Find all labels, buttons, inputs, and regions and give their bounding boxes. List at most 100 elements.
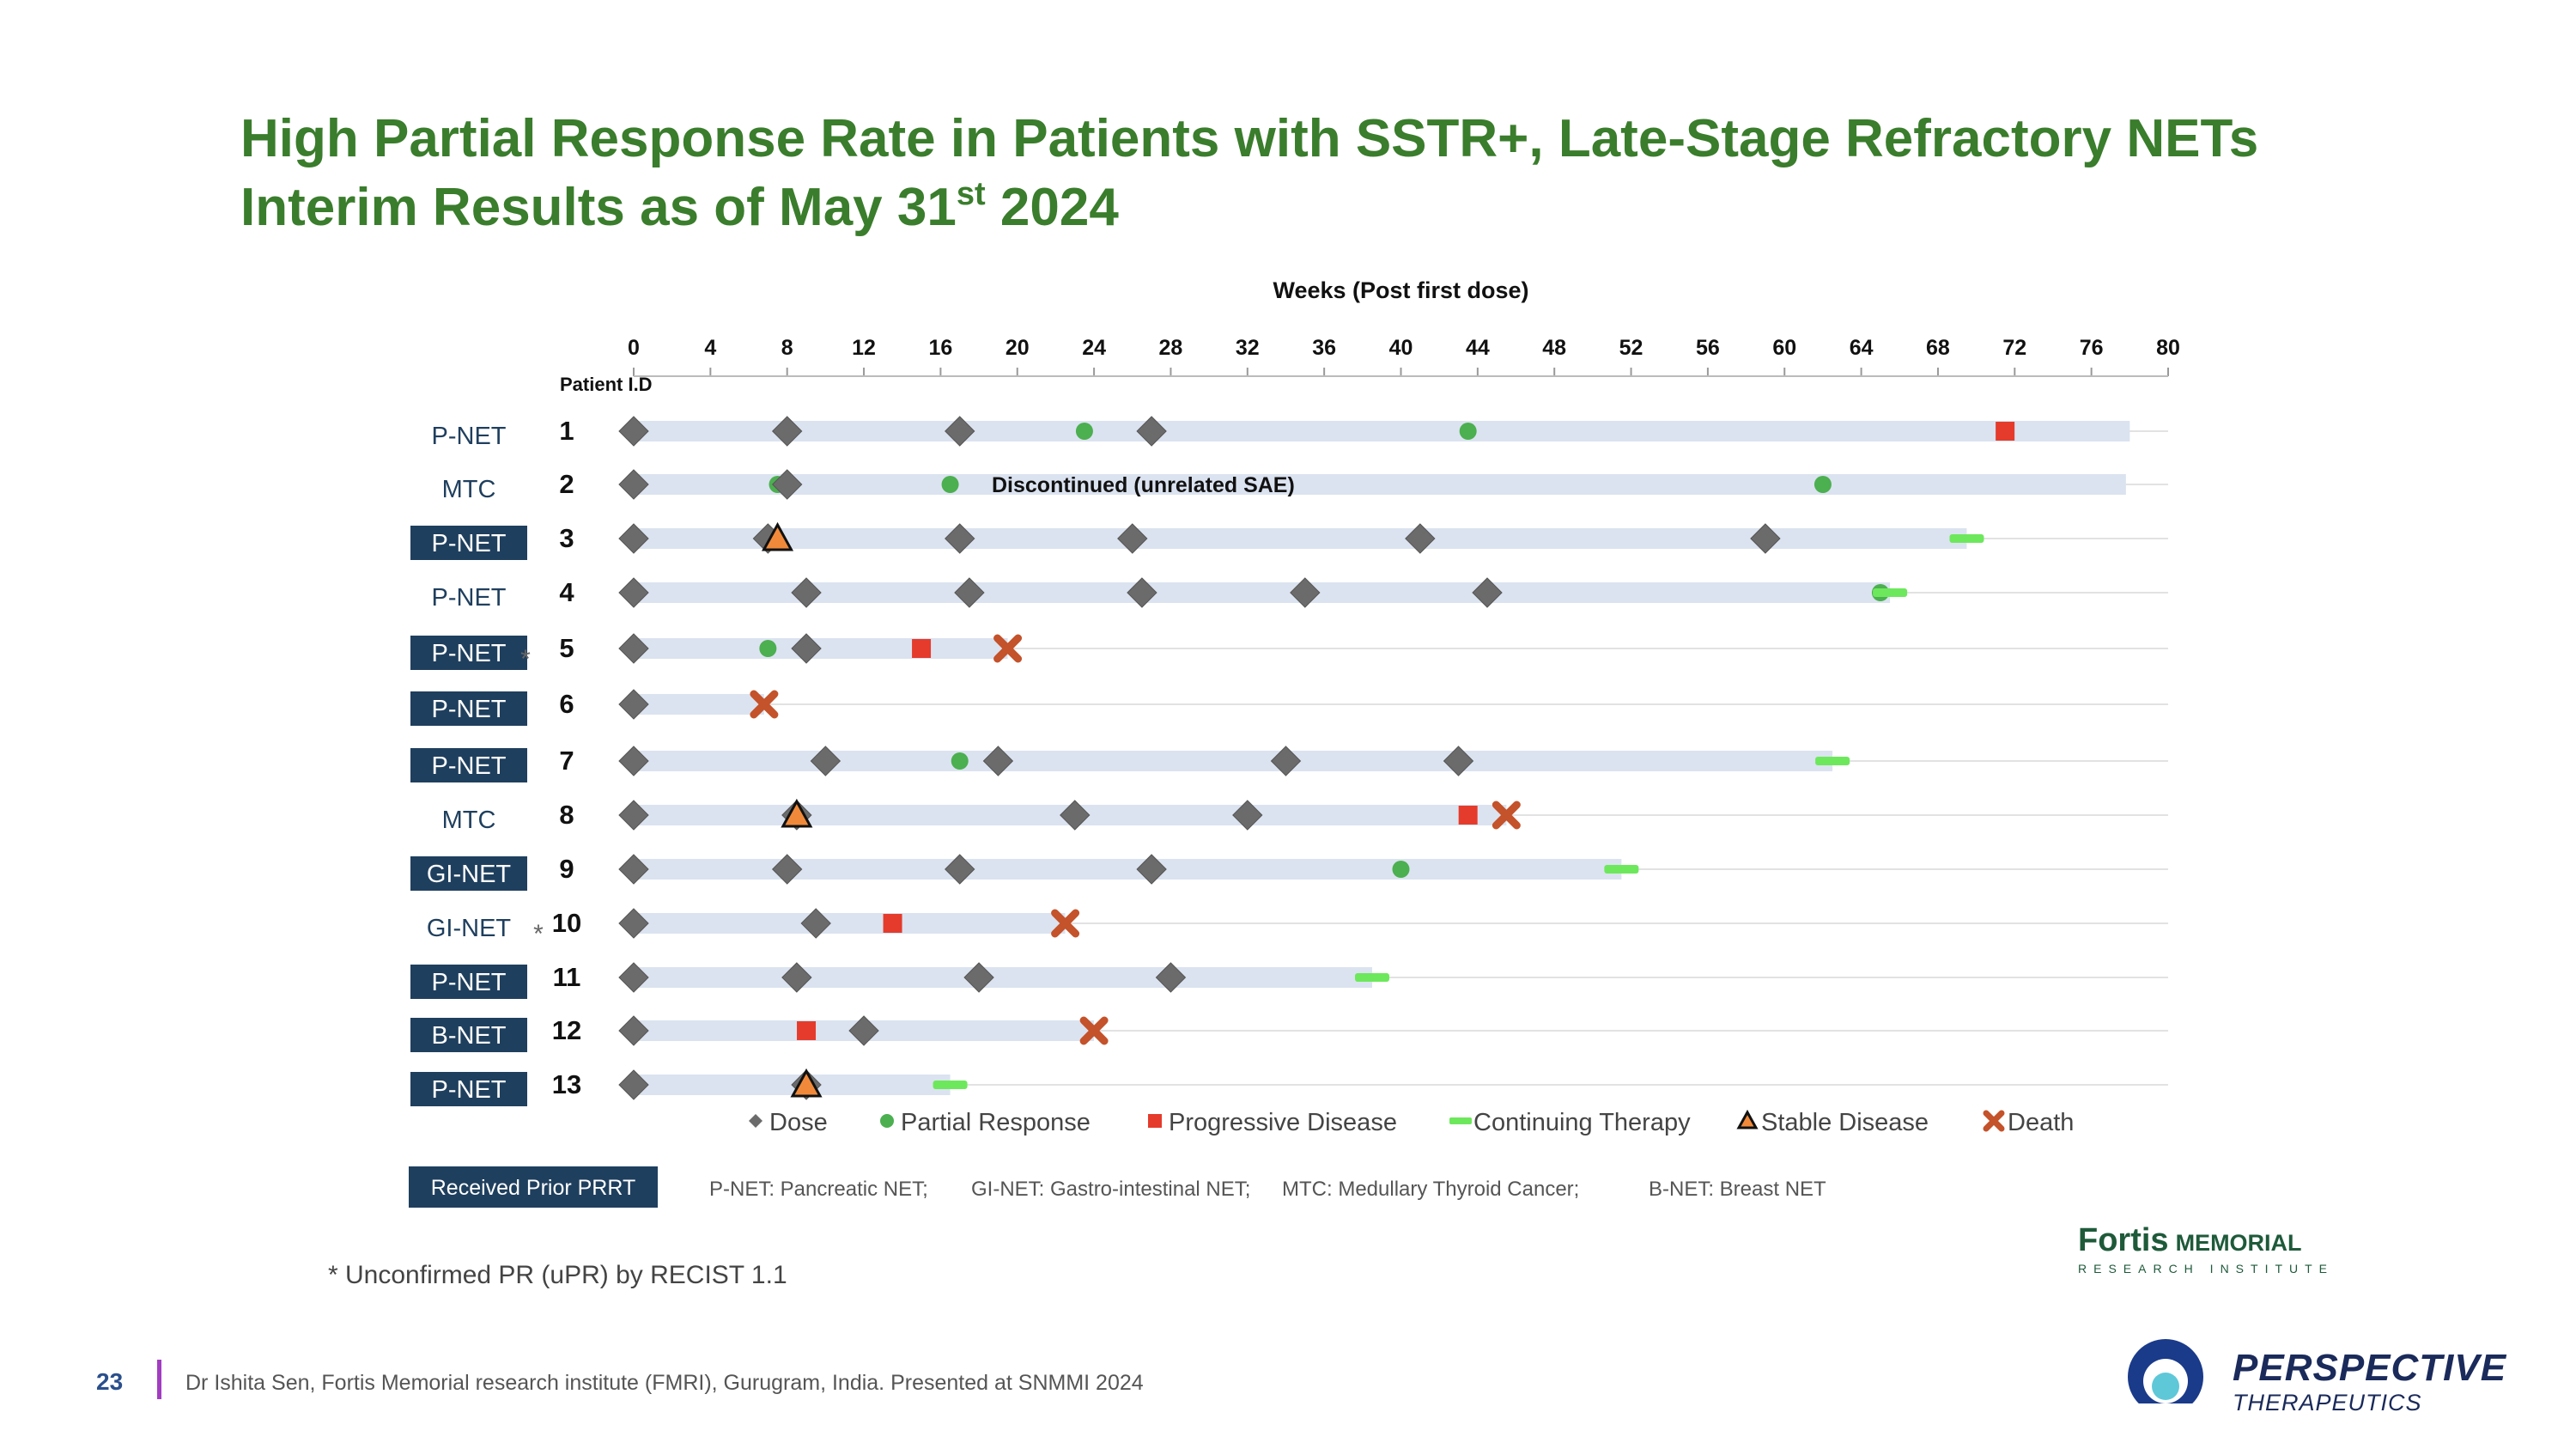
patient-id: 10	[552, 908, 581, 938]
dose-marker	[618, 469, 649, 500]
legend-label: Dose	[769, 1109, 828, 1136]
death-marker	[1079, 1016, 1109, 1045]
x-tick-label: 0	[628, 336, 640, 360]
progressive-disease-marker	[1996, 422, 2015, 441]
legend-dose-symbol	[749, 1114, 762, 1128]
dose-marker	[618, 854, 649, 885]
unconfirmed-asterisk: *	[533, 920, 544, 948]
prior-prrt-box	[410, 1018, 527, 1052]
dose-marker	[618, 633, 649, 664]
partial-response-marker	[941, 476, 959, 493]
dose-marker	[618, 689, 649, 720]
patient-type-label: P-NET	[432, 696, 507, 723]
dose-marker	[982, 746, 1014, 776]
dose-marker	[771, 416, 803, 447]
dose-marker	[618, 800, 649, 831]
dose-marker	[954, 577, 985, 608]
legend-label: Partial Response	[901, 1109, 1091, 1136]
legend-label: Stable Disease	[1761, 1109, 1929, 1136]
dose-marker	[810, 746, 841, 776]
x-tick-label: 40	[1389, 336, 1413, 360]
dose-marker	[1472, 577, 1503, 608]
footer-divider	[157, 1360, 161, 1399]
prior-prrt-box	[410, 636, 527, 670]
x-tick-label: 80	[2156, 336, 2180, 360]
footer-citation: Dr Ishita Sen, Fortis Memorial research …	[185, 1371, 1144, 1395]
continuing-therapy-marker	[1873, 588, 1908, 597]
patient-id: 3	[559, 523, 574, 553]
dose-marker	[848, 1015, 879, 1046]
dose-marker	[791, 577, 822, 608]
dose-marker	[945, 854, 975, 885]
dose-marker	[1405, 523, 1436, 554]
patient-id: 13	[552, 1069, 581, 1099]
patient-id: 1	[559, 416, 574, 446]
perspective-logo-icon	[2128, 1339, 2203, 1424]
stable-disease-marker	[790, 1068, 823, 1098]
patient-id: 12	[552, 1015, 581, 1045]
patient-type-label: P-NET	[432, 1076, 507, 1104]
unconfirmed-asterisk: *	[520, 645, 531, 673]
x-tick-label: 20	[1005, 336, 1030, 360]
dose-marker	[618, 1015, 649, 1046]
dose-marker	[945, 523, 975, 554]
patient-id: 9	[559, 854, 574, 884]
dose-marker	[963, 962, 994, 993]
dose-marker	[1155, 962, 1187, 993]
continuing-therapy-marker	[1815, 757, 1850, 765]
progressive-disease-marker	[797, 1021, 817, 1040]
x-tick-label: 8	[781, 336, 793, 360]
partial-response-marker	[951, 752, 969, 770]
dose-marker	[945, 416, 975, 447]
x-tick-label: 68	[1926, 336, 1950, 360]
x-tick-label: 4	[704, 336, 716, 360]
death-marker	[1051, 909, 1080, 938]
dose-marker	[618, 908, 649, 939]
x-tick-label: 52	[1619, 336, 1643, 360]
prior-prrt-box	[410, 526, 527, 560]
patient-bar	[634, 528, 1967, 549]
abbreviation-label: B-NET: Breast NET	[1649, 1178, 1826, 1201]
patient-type-label: P-NET	[432, 752, 507, 780]
legend-partial-response-symbol	[880, 1114, 894, 1128]
prior-prrt-box	[410, 748, 527, 782]
patient-type-label: B-NET	[432, 1022, 507, 1050]
abbreviation-label: GI-NET: Gastro-intestinal NET;	[971, 1178, 1250, 1201]
prior-prrt-box	[410, 691, 527, 726]
dose-marker	[618, 523, 649, 554]
dose-marker	[791, 633, 822, 664]
prior-prrt-box	[410, 856, 527, 891]
company-name: PERSPECTIVE	[2233, 1347, 2507, 1389]
title-line-2: Interim Results as of May 31	[240, 178, 957, 237]
dose-marker	[618, 416, 649, 447]
x-tick-label: 60	[1772, 336, 1796, 360]
x-tick-label: 72	[2002, 336, 2026, 360]
abbreviation-label: P-NET: Pancreatic NET;	[709, 1178, 928, 1201]
legend-continuing-symbol	[1449, 1117, 1472, 1124]
dose-marker	[1232, 800, 1263, 831]
patient-type-label: P-NET	[432, 969, 507, 996]
dose-marker	[1136, 854, 1167, 885]
progressive-disease-marker	[883, 914, 902, 933]
title-line-1: High Partial Response Rate in Patients w…	[240, 109, 2259, 168]
legend-progressive-symbol	[1148, 1114, 1162, 1128]
fortis-logo-main: Fortis	[2078, 1222, 2169, 1258]
dose-marker	[800, 908, 831, 939]
partial-response-marker	[1459, 423, 1477, 440]
company-subtitle: THERAPEUTICS	[2233, 1390, 2422, 1416]
patient-type-label: MTC	[442, 807, 496, 834]
dose-marker	[1127, 577, 1157, 608]
x-tick-label: 16	[928, 336, 952, 360]
abbreviation-label: MTC: Medullary Thyroid Cancer;	[1282, 1178, 1579, 1201]
x-tick-label: 76	[2080, 336, 2104, 360]
slide-title: High Partial Response Rate in Patients w…	[240, 105, 2258, 242]
title-line-2-year: 2024	[985, 178, 1119, 237]
row-annotation: Discontinued (unrelated SAE)	[992, 473, 1295, 497]
patient-id: 7	[559, 746, 574, 776]
continuing-therapy-marker	[1604, 865, 1639, 874]
partial-response-marker	[1075, 423, 1093, 440]
dose-marker	[618, 962, 649, 993]
progressive-disease-marker	[1458, 806, 1478, 825]
dose-marker	[771, 854, 803, 885]
